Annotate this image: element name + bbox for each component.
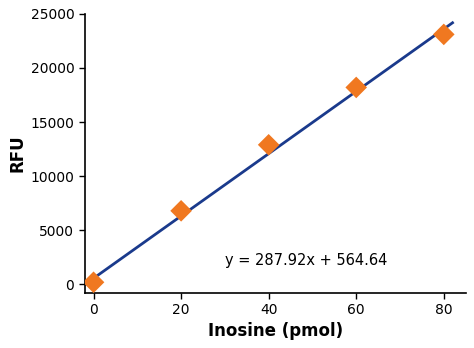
Point: [440, 32, 447, 37]
Text: y = 287.92x + 564.64: y = 287.92x + 564.64: [225, 253, 387, 268]
X-axis label: Inosine (pmol): Inosine (pmol): [208, 322, 343, 340]
Point: [265, 142, 273, 148]
Y-axis label: RFU: RFU: [9, 135, 27, 172]
Point: [90, 279, 97, 285]
Point: [353, 85, 360, 90]
Point: [177, 208, 185, 214]
